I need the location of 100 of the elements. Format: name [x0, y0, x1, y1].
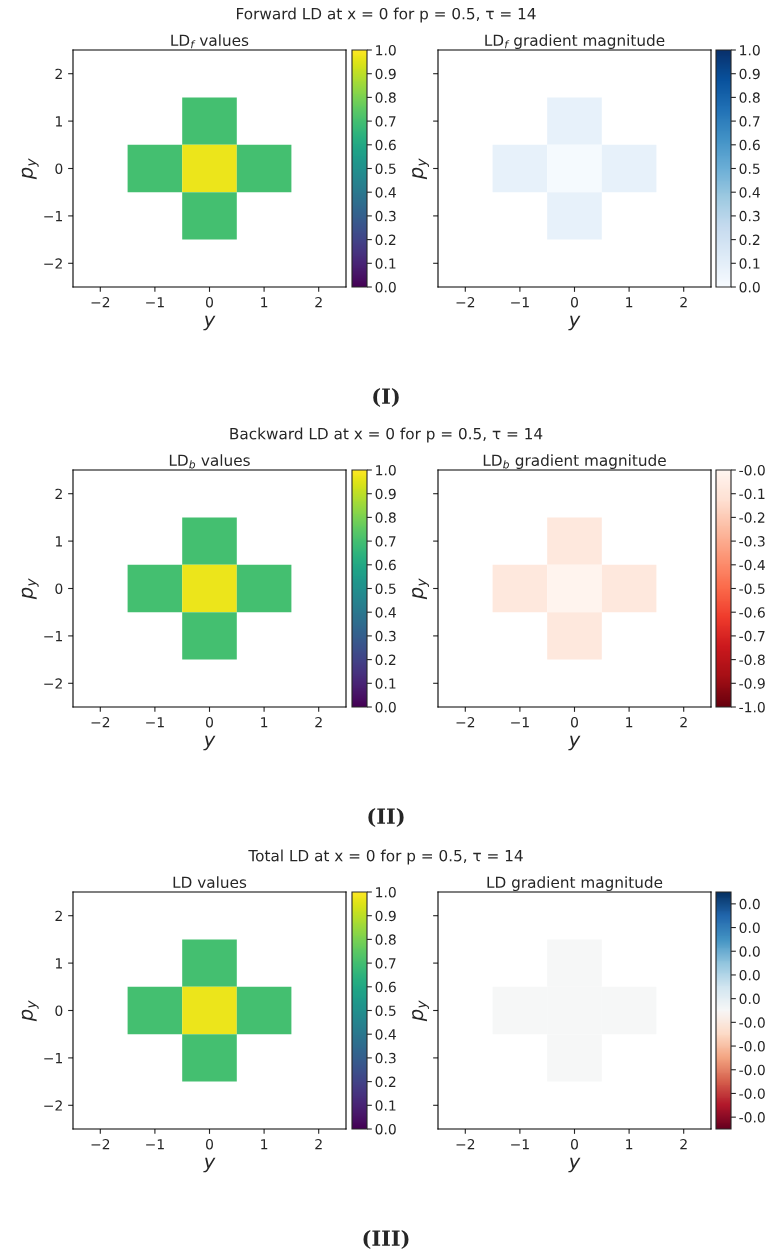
color-bar-label: 0.0 — [375, 1123, 396, 1135]
y-axis-title: p$_{y}$ — [412, 158, 429, 180]
x-tick-label: 2 — [680, 1138, 687, 1150]
color-bar-label: 0.0 — [739, 969, 760, 981]
color-bar-label: 1.0 — [740, 44, 760, 56]
y-tick-label: 1 — [55, 536, 62, 547]
x-tick-label: −1 — [146, 1139, 164, 1150]
y-axis-title: p$_{y}$ — [21, 578, 39, 600]
color-bar-label: 0.2 — [375, 1076, 396, 1088]
color-bar-label: 0.9 — [375, 910, 396, 922]
color-bar-label: 0.4 — [375, 607, 396, 618]
color-bar-label: 0.8 — [375, 934, 396, 945]
x-axis-title: y — [203, 735, 216, 751]
color-bar-label: 0.0 — [739, 281, 760, 293]
x-tick-label: 1 — [261, 1139, 268, 1150]
color-bar-label: -0.3 — [739, 536, 765, 547]
y-tick-label: −1 — [44, 1053, 62, 1064]
color-bar-label: 0.6 — [375, 139, 396, 151]
color-bar-label: 0.3 — [375, 210, 396, 222]
text: Total LD at x = 0 for p = 0.5, τ = 14 — [248, 849, 523, 865]
color-bar-label: 0.5 — [375, 583, 396, 594]
x-tick-label: 1 — [626, 717, 633, 728]
y-tick-label: −2 — [44, 258, 62, 269]
color-bar-label: 0.7 — [375, 958, 396, 969]
y-tick-label: −1 — [44, 211, 62, 222]
x-tick-label: 0 — [206, 1138, 213, 1150]
color-bar-label: 0.6 — [375, 559, 396, 571]
x-tick-label: 0 — [571, 296, 578, 308]
color-bar-label: 0.3 — [375, 1052, 396, 1064]
x-tick-label: 1 — [626, 1139, 633, 1150]
y-tick-label: −2 — [44, 678, 62, 689]
x-axis-title: y — [203, 1157, 216, 1173]
color-bar-label: 0.5 — [375, 163, 396, 174]
chart-title: LD$_{b}$ gradient magnitude — [483, 454, 666, 470]
color-bar-label: -1.0 — [739, 701, 765, 713]
y-tick-label: −1 — [44, 631, 62, 642]
y-tick-label: 1 — [55, 958, 62, 969]
chart-title: LD$_{f}$ gradient magnitude — [485, 34, 665, 50]
color-bar-label: 0.2 — [375, 654, 396, 666]
text: Backward LD at x = 0 for p = 0.5, τ = 14 — [230, 427, 543, 443]
x-tick-label: 0 — [571, 1138, 578, 1150]
color-bar-label: 0.1 — [375, 678, 396, 689]
color-bar-label: 0.6 — [739, 139, 760, 151]
chart-title: LD$_{b}$ values — [169, 454, 250, 469]
x-axis-title: y — [568, 735, 581, 751]
color-bar-label: 0.3 — [375, 630, 396, 642]
x-axis-title: y — [568, 1157, 581, 1173]
x-tick-label: 1 — [261, 717, 268, 728]
color-bar-label: -0.0 — [739, 1017, 765, 1028]
x-tick-label: −2 — [91, 716, 110, 728]
color-bar-label: -0.0 — [739, 1112, 765, 1123]
y-tick-label: 0 — [55, 1005, 63, 1016]
color-bar-label: -0.0 — [739, 1041, 765, 1052]
y-tick-label: 0 — [55, 583, 63, 594]
y-tick-label: −2 — [44, 1100, 62, 1111]
text: (III) — [363, 1229, 409, 1249]
color-bar-label: 1.0 — [376, 464, 396, 476]
color-bar-label: -0.2 — [739, 512, 765, 523]
color-bar-label: -0.6 — [739, 607, 765, 618]
color-bar-label: 0.0 — [739, 898, 760, 910]
x-tick-label: 0 — [571, 716, 578, 728]
color-bar-label: 0.9 — [375, 488, 396, 500]
color-bar-label: -0.5 — [739, 583, 765, 594]
y-tick-label: 2 — [55, 68, 62, 79]
y-tick-label: 0 — [55, 163, 63, 174]
x-tick-label: −2 — [456, 1138, 475, 1150]
color-bar-label: 0.4 — [739, 187, 760, 198]
x-axis-title: y — [203, 315, 216, 331]
color-bar-label: -0.0 — [739, 464, 765, 476]
x-tick-label: −2 — [91, 296, 110, 308]
color-bar-label: 0.1 — [739, 258, 760, 269]
color-bar-label: 0.0 — [739, 993, 760, 1005]
y-tick-label: 1 — [55, 116, 62, 127]
x-tick-label: −1 — [511, 1139, 529, 1150]
color-bar-label: 0.0 — [739, 946, 760, 957]
color-bar-label: 0.7 — [375, 116, 396, 127]
color-bar-label: -0.7 — [739, 630, 765, 642]
y-axis-title: p$_{y}$ — [412, 578, 429, 600]
y-axis-title: p$_{y}$ — [21, 1000, 39, 1022]
color-bar-label: 0.0 — [375, 701, 396, 713]
color-bar-label: 0.8 — [739, 92, 760, 103]
text: (II) — [368, 807, 404, 827]
color-bar-label: 0.9 — [739, 68, 760, 80]
y-axis-title: p$_{y}$ — [21, 158, 39, 180]
color-bar-label: 0.9 — [375, 68, 396, 80]
color-bar-label: 0.7 — [739, 116, 760, 127]
color-bar-label: 0.5 — [739, 163, 760, 174]
color-bar-label: 0.2 — [375, 234, 396, 246]
x-tick-label: 1 — [261, 297, 268, 308]
x-tick-label: −1 — [511, 297, 529, 308]
color-bar-label: 1.0 — [376, 44, 396, 56]
color-bar-label: 0.8 — [375, 92, 396, 103]
text: Forward LD at x = 0 for p = 0.5, τ = 14 — [237, 7, 536, 23]
color-bar-label: 0.1 — [375, 258, 396, 269]
color-bar-label: -0.9 — [739, 678, 765, 689]
color-bar-label: -0.0 — [739, 1088, 765, 1099]
color-bar-label: 0.1 — [375, 1100, 396, 1111]
color-bar-label: -0.0 — [739, 1064, 765, 1076]
color-bar-label: 0.7 — [375, 536, 396, 547]
color-bar-label: 0.0 — [375, 281, 396, 293]
